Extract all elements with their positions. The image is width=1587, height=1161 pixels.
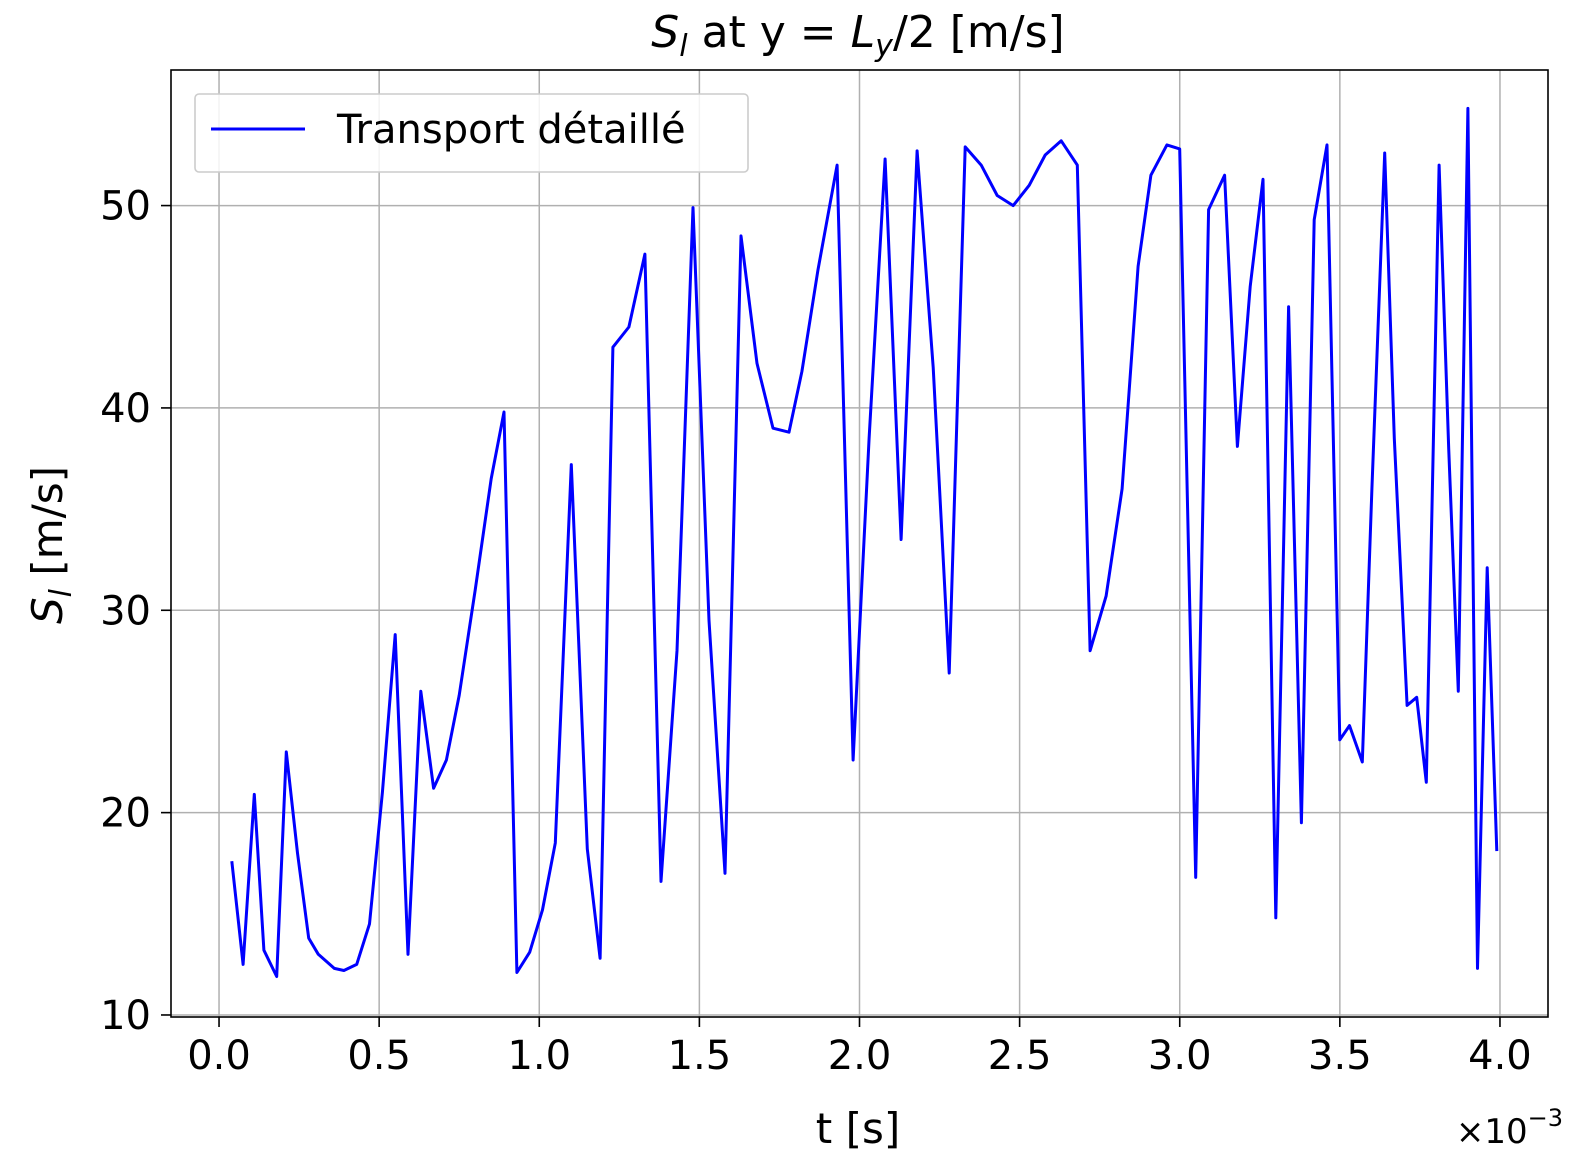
ticks: 0.0 0.5 1.0 1.5 2.0 2.5 3.0 3.5 4.0 10 20 30 40 50	[100, 184, 1532, 1079]
label-part: L	[851, 7, 876, 58]
y-tick-label: 50	[100, 184, 151, 230]
x-tick-label: 3.0	[1148, 1033, 1212, 1079]
label-part: l	[679, 29, 688, 64]
label-part: y	[874, 29, 894, 64]
y-tick-label: 20	[100, 791, 151, 837]
chart-title: Sl at y = Ly/2 [m/s]	[651, 7, 1064, 64]
x-axis-offset-label: ×10−3	[1456, 1104, 1563, 1152]
label-part: [m/s]	[23, 466, 72, 589]
label-part: /2 [m/s]	[893, 7, 1065, 58]
legend-frame	[194, 93, 749, 173]
label-part: at y =	[688, 7, 851, 58]
x-tick-label: 0.0	[187, 1033, 251, 1079]
plot-area	[230, 106, 1499, 978]
legend: Transport détaillé	[194, 93, 749, 173]
y-tick-label: 30	[100, 588, 151, 634]
x-tick-label: 1.5	[668, 1033, 732, 1079]
grid	[171, 70, 1548, 1017]
series-line	[230, 106, 1499, 978]
x-tick-label: 1.0	[507, 1033, 571, 1079]
x-axis-label: t [s]	[816, 1104, 900, 1153]
y-tick-label: 40	[100, 386, 151, 432]
y-tick-label: 10	[100, 993, 151, 1039]
x-offset-exponent: −3	[1528, 1104, 1563, 1132]
x-tick-label: 0.5	[347, 1033, 411, 1079]
x-tick-label: 2.0	[828, 1033, 892, 1079]
x-tick-label: 2.5	[988, 1033, 1052, 1079]
x-tick-label: 3.5	[1308, 1033, 1372, 1079]
x-tick-label: 4.0	[1468, 1033, 1532, 1079]
x-offset-base: ×10	[1456, 1112, 1528, 1152]
y-axis-label: Sl [m/s]	[23, 466, 79, 624]
label-part: S	[651, 7, 679, 58]
label-part: l	[44, 588, 79, 597]
label-part: S	[23, 597, 72, 624]
legend-label: Transport détaillé	[336, 107, 686, 153]
